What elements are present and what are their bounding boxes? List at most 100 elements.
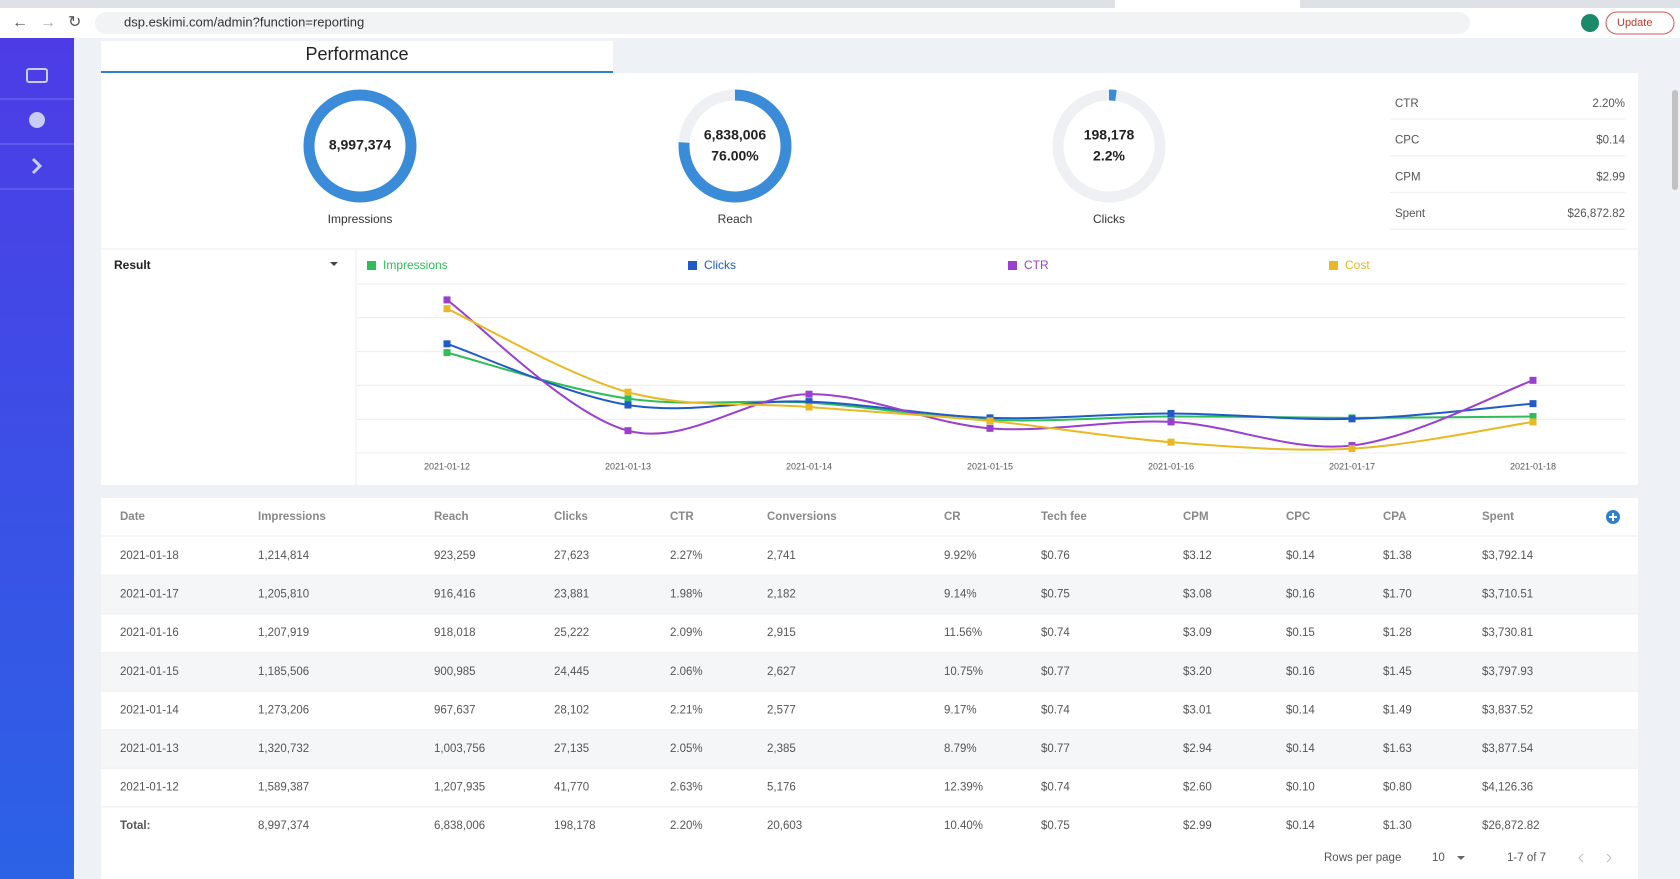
point bbox=[624, 395, 632, 403]
tab-strip bbox=[0, 0, 1680, 8]
cell: $3,797.93 bbox=[1482, 666, 1533, 678]
help-icon[interactable] bbox=[29, 112, 45, 128]
column-header: CPC bbox=[1286, 511, 1310, 523]
cell: $0.74 bbox=[1041, 627, 1070, 639]
donut-percent: 2.2% bbox=[1093, 148, 1125, 164]
legend-swatch bbox=[1329, 261, 1338, 270]
point bbox=[1167, 409, 1175, 417]
point bbox=[1348, 415, 1356, 423]
column-header: Reach bbox=[434, 511, 469, 523]
cell: 1,003,756 bbox=[434, 743, 485, 755]
result-select[interactable]: Result bbox=[114, 258, 151, 272]
rows-per-page-label: Rows per page bbox=[1324, 852, 1401, 864]
next-page bbox=[1606, 853, 1612, 863]
total-cell: $26,872.82 bbox=[1482, 820, 1540, 832]
x-tick-label: 2021-01-16 bbox=[1148, 461, 1194, 471]
cell: $0.15 bbox=[1286, 627, 1315, 639]
cell: 2,915 bbox=[767, 627, 796, 639]
point bbox=[1529, 412, 1537, 420]
cell: 11.56% bbox=[944, 627, 982, 639]
column-header: CTR bbox=[670, 511, 694, 523]
point bbox=[986, 417, 994, 425]
cell: 967,637 bbox=[434, 704, 476, 716]
cell: 1,207,935 bbox=[434, 782, 485, 794]
total-cell: 10.40% bbox=[944, 820, 983, 832]
point bbox=[1167, 418, 1175, 426]
cell: $4,126.36 bbox=[1482, 782, 1533, 794]
cell: $0.77 bbox=[1041, 666, 1070, 678]
legend-swatch bbox=[688, 261, 697, 270]
cell: 10.75% bbox=[944, 666, 983, 678]
cell: 2,741 bbox=[767, 550, 796, 562]
cell: 12.39% bbox=[944, 782, 983, 794]
expand-icon[interactable] bbox=[31, 157, 43, 175]
row-stripe bbox=[101, 575, 1638, 614]
total-cell: $0.75 bbox=[1041, 820, 1070, 832]
tab[interactable] bbox=[101, 41, 613, 73]
cell: 923,259 bbox=[434, 550, 476, 562]
rows-per-page[interactable]: 10 bbox=[1432, 852, 1445, 864]
stat-value: 2.20% bbox=[1592, 98, 1625, 110]
cell: 9.14% bbox=[944, 589, 977, 601]
cell: $0.76 bbox=[1041, 550, 1070, 562]
profile[interactable] bbox=[1581, 14, 1599, 32]
tab-title: Performance bbox=[305, 44, 408, 64]
sidebar bbox=[0, 38, 74, 879]
total-cell: $1.30 bbox=[1383, 820, 1412, 832]
omnibox[interactable] bbox=[95, 12, 1470, 34]
cell: $2.94 bbox=[1183, 743, 1212, 755]
cell: $0.14 bbox=[1286, 704, 1315, 716]
back[interactable]: ← bbox=[12, 14, 28, 31]
performance-card bbox=[101, 73, 1638, 485]
dropdown-caret[interactable] bbox=[330, 262, 338, 266]
point bbox=[1529, 376, 1537, 384]
point bbox=[1348, 445, 1356, 453]
reload[interactable]: ↻ bbox=[68, 14, 81, 31]
point bbox=[624, 401, 632, 409]
cell: 2.06% bbox=[670, 666, 703, 678]
cell: 2021-01-18 bbox=[120, 550, 179, 562]
donut-percent: 76.00% bbox=[711, 148, 759, 164]
cell: 1,273,206 bbox=[258, 704, 309, 716]
point bbox=[624, 427, 632, 435]
cell: $0.14 bbox=[1286, 743, 1315, 755]
donut-value: 6,838,006 bbox=[704, 127, 766, 143]
column-header: CR bbox=[944, 511, 961, 523]
point bbox=[443, 305, 451, 313]
cell: 9.17% bbox=[944, 704, 977, 716]
cell: 8.79% bbox=[944, 743, 977, 755]
cell: 2.09% bbox=[670, 627, 703, 639]
cell: 2021-01-16 bbox=[120, 627, 179, 639]
cell: $0.74 bbox=[1041, 782, 1070, 794]
legend-label: CTR bbox=[1024, 258, 1049, 272]
donut-label: Reach bbox=[718, 212, 753, 226]
page-range: 1-7 of 7 bbox=[1507, 852, 1546, 864]
cell: 2.05% bbox=[670, 743, 703, 755]
cell: 2021-01-15 bbox=[120, 666, 179, 678]
point bbox=[1167, 438, 1175, 446]
point bbox=[805, 390, 813, 398]
point bbox=[443, 349, 451, 357]
cell: 1,589,387 bbox=[258, 782, 309, 794]
url: dsp.eskimi.com/admin?function=reporting bbox=[124, 14, 364, 29]
total-cell: Total: bbox=[120, 820, 150, 832]
stat-name: CPM bbox=[1395, 171, 1421, 183]
total-cell: 2.20% bbox=[670, 820, 703, 832]
total-cell: 6,838,006 bbox=[434, 820, 485, 832]
cell: $3.01 bbox=[1183, 704, 1212, 716]
cell: 2,627 bbox=[767, 666, 796, 678]
money-icon[interactable] bbox=[26, 68, 48, 83]
cell: $0.80 bbox=[1383, 782, 1412, 794]
cell: $2.60 bbox=[1183, 782, 1212, 794]
cell: 2021-01-13 bbox=[120, 743, 179, 755]
donut-label: Clicks bbox=[1093, 212, 1125, 226]
total-cell: $2.99 bbox=[1183, 820, 1212, 832]
update-button[interactable] bbox=[1605, 11, 1675, 35]
cell: $3,877.54 bbox=[1482, 743, 1534, 755]
point bbox=[443, 296, 451, 304]
row-stripe bbox=[101, 652, 1638, 692]
cell: $3.20 bbox=[1183, 666, 1212, 678]
stat-value: $26,872.82 bbox=[1567, 208, 1625, 220]
total-cell: 198,178 bbox=[554, 820, 596, 832]
forward[interactable]: → bbox=[40, 14, 56, 31]
